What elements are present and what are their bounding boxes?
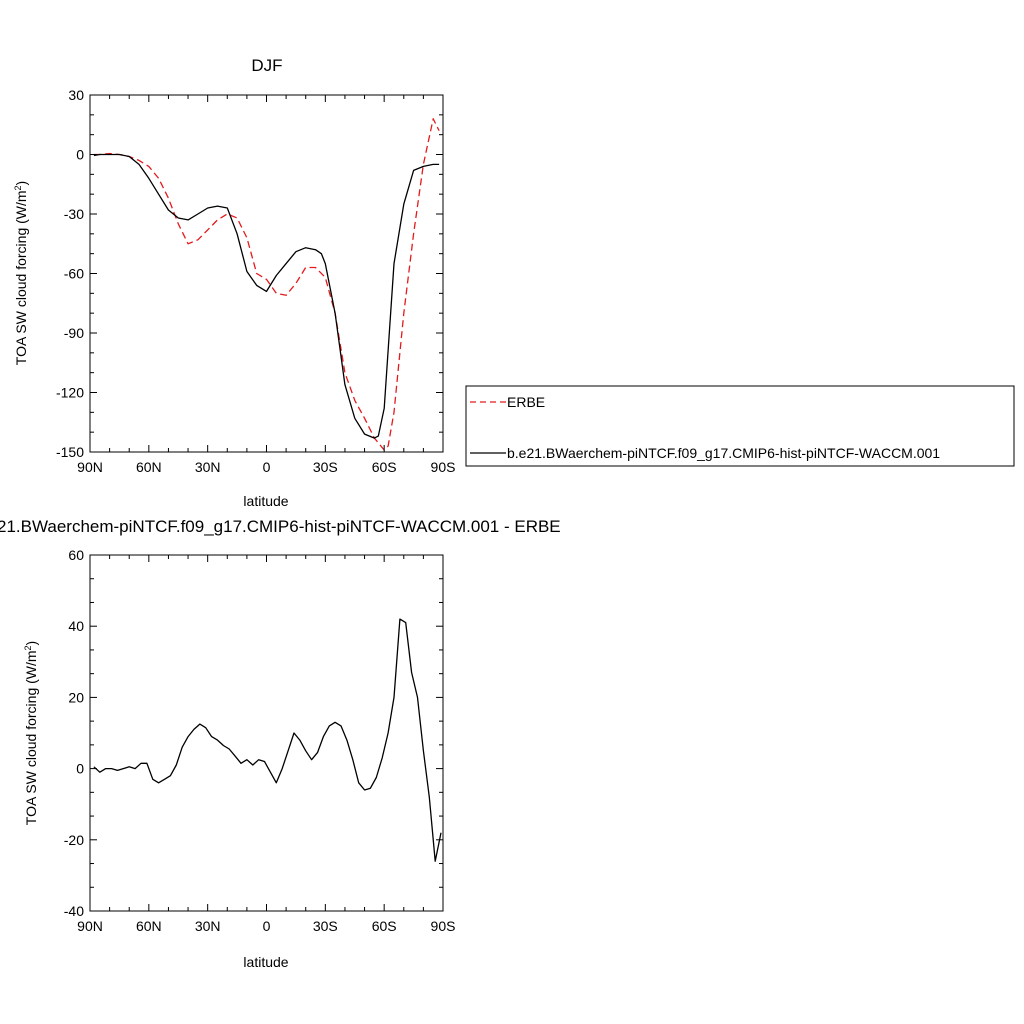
bottom-xtick-label: 30S — [313, 918, 338, 934]
top-ytick-label: -120 — [56, 385, 84, 401]
bottom-x-axis-label: latitude — [243, 954, 288, 970]
top-xtick-label: 90N — [77, 459, 103, 475]
top-y-axis-label: TOA SW cloud forcing (W/m2) — [13, 181, 29, 365]
top-ytick-label: -30 — [64, 206, 84, 222]
bottom-xtick-label: 0 — [263, 918, 271, 934]
top-series-line-0 — [93, 118, 440, 451]
top-plot-frame — [89, 94, 444, 453]
bottom-ticks-layer: 90N 60N 30N 0 30S 60S 90S -40 -20 0 20 40 60 — [64, 547, 456, 934]
top-xtick-label: 60N — [136, 459, 162, 475]
legend-label-model: b.e21.BWaerchem-piNTCF.f09_g17.CMIP6-his… — [507, 445, 940, 461]
bottom-xtick-label: 60S — [372, 918, 397, 934]
top-chart-title: DJF — [251, 56, 282, 75]
bottom-ytick-label: 20 — [68, 689, 84, 705]
bottom-xtick-label: 90N — [77, 918, 103, 934]
top-xtick-label: 30S — [313, 459, 338, 475]
bottom-y-axis-label: TOA SW cloud forcing (W/m2) — [23, 641, 39, 825]
legend-label-erbe: ERBE — [507, 394, 545, 410]
bottom-panel: b.e21.BWaerchem-piNTCF.f09_g17.CMIP6-his… — [0, 517, 561, 970]
bottom-xtick-label: 30N — [195, 918, 221, 934]
top-ytick-label: -60 — [64, 266, 84, 282]
bottom-chart-title: b.e21.BWaerchem-piNTCF.f09_g17.CMIP6-his… — [0, 517, 561, 536]
top-series-line-1 — [93, 153, 440, 439]
top-xtick-label: 60S — [372, 459, 397, 475]
top-ytick-label: -150 — [56, 444, 84, 460]
top-ytick-label: -90 — [64, 325, 84, 341]
top-xtick-label: 0 — [263, 459, 271, 475]
legend: ERBE b.e21.BWaerchem-piNTCF.f09_g17.CMIP… — [465, 385, 1015, 467]
bottom-series-layer — [93, 618, 442, 862]
top-series-layer — [93, 118, 440, 451]
top-ytick-label: 0 — [76, 147, 84, 163]
top-x-axis-label: latitude — [243, 493, 288, 509]
legend-box — [465, 385, 1015, 467]
top-xtick-label: 30N — [195, 459, 221, 475]
bottom-series-line-0 — [93, 618, 442, 862]
bottom-xtick-label: 90S — [431, 918, 456, 934]
bottom-ytick-label: -40 — [64, 903, 84, 919]
bottom-ytick-label: 0 — [76, 761, 84, 777]
bottom-ytick-label: 40 — [68, 618, 84, 634]
top-xtick-label: 90S — [431, 459, 456, 475]
bottom-xtick-label: 60N — [136, 918, 162, 934]
bottom-plot-frame — [89, 554, 444, 912]
bottom-ytick-label: -20 — [64, 832, 84, 848]
top-panel: DJF 90N 60N 30N 0 30S 60S 90S -150 -120 -90 -60 -30… — [13, 56, 455, 509]
bottom-ytick-label: 60 — [68, 547, 84, 563]
top-ytick-label: 30 — [68, 87, 84, 103]
top-ticks-layer: 90N 60N 30N 0 30S 60S 90S -150 -120 -90 -60 -30 0 30 — [56, 87, 455, 475]
